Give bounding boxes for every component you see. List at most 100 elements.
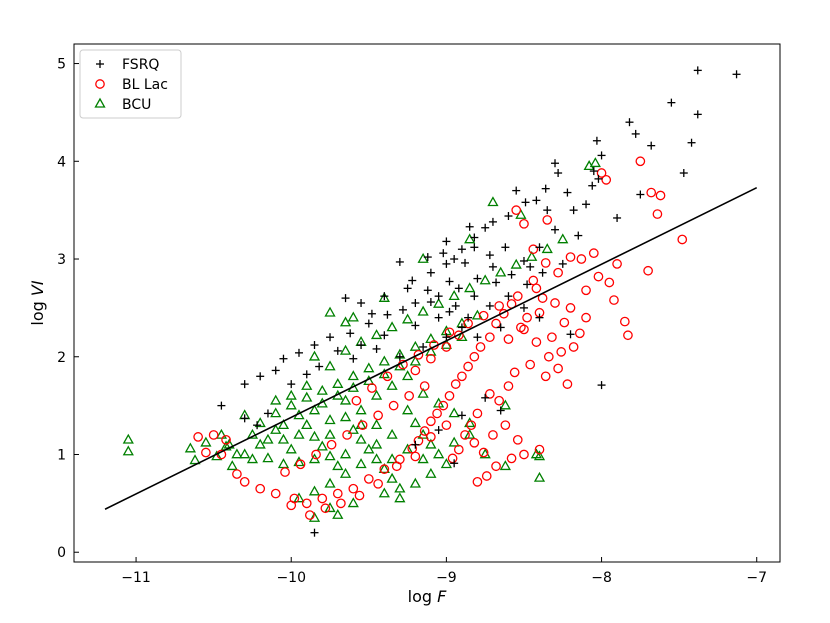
point-bllac bbox=[305, 510, 315, 520]
point-fsrq bbox=[592, 136, 601, 145]
point-fsrq bbox=[597, 151, 606, 160]
point-bllac bbox=[500, 420, 511, 431]
point-bcu bbox=[355, 433, 367, 444]
point-bllac bbox=[478, 310, 489, 321]
point-bllac bbox=[553, 267, 563, 278]
point-bcu bbox=[226, 460, 238, 471]
point-bllac bbox=[367, 383, 377, 393]
point-bcu bbox=[301, 379, 313, 390]
point-bcu bbox=[285, 443, 297, 454]
point-bllac bbox=[441, 420, 452, 431]
point-bllac bbox=[506, 453, 517, 464]
point-bllac bbox=[404, 390, 415, 401]
point-bcu bbox=[386, 321, 398, 332]
point-fsrq bbox=[240, 414, 249, 423]
point-fsrq bbox=[535, 243, 544, 252]
point-fsrq bbox=[411, 299, 420, 307]
point-bllac bbox=[391, 461, 402, 472]
legend-bllac-marker bbox=[95, 79, 105, 89]
point-bcu bbox=[533, 471, 546, 482]
point-fsrq bbox=[450, 459, 459, 468]
point-bllac bbox=[596, 168, 607, 178]
point-bcu bbox=[339, 467, 352, 478]
point-bcu bbox=[215, 428, 228, 439]
point-fsrq bbox=[380, 331, 389, 340]
point-bllac bbox=[528, 244, 539, 255]
point-bcu bbox=[324, 477, 336, 488]
point-bllac bbox=[270, 488, 281, 499]
point-bllac bbox=[289, 493, 300, 504]
point-fsrq bbox=[693, 66, 702, 75]
point-bllac bbox=[332, 488, 343, 499]
point-bcu bbox=[386, 428, 398, 439]
point-bcu bbox=[425, 467, 437, 478]
point-bcu bbox=[378, 355, 390, 366]
point-bllac bbox=[469, 437, 480, 448]
point-bcu bbox=[557, 233, 569, 244]
point-bcu bbox=[499, 399, 511, 410]
point-fsrq bbox=[434, 426, 443, 435]
point-fsrq bbox=[395, 352, 404, 361]
y-axis-label: log VI bbox=[28, 280, 47, 325]
point-bcu bbox=[425, 438, 437, 449]
point-fsrq bbox=[625, 118, 634, 127]
point-fsrq bbox=[403, 284, 412, 293]
point-bcu bbox=[456, 331, 468, 342]
point-fsrq bbox=[473, 333, 482, 342]
y-tick-label: 2 bbox=[57, 350, 66, 366]
point-fsrq bbox=[442, 237, 451, 246]
point-bllac bbox=[463, 361, 473, 372]
point-fsrq bbox=[445, 277, 454, 286]
point-fsrq bbox=[589, 167, 598, 176]
point-bcu bbox=[440, 338, 453, 349]
plot-background bbox=[74, 44, 780, 562]
point-bcu bbox=[378, 368, 390, 379]
point-bllac bbox=[255, 483, 266, 494]
point-fsrq bbox=[588, 181, 597, 190]
point-bllac bbox=[494, 301, 505, 311]
point-bllac bbox=[441, 342, 452, 352]
point-fsrq bbox=[419, 342, 428, 351]
legend-bcu-label: BCU bbox=[122, 97, 151, 113]
point-fsrq bbox=[501, 243, 510, 252]
point-bcu bbox=[301, 419, 313, 430]
point-bcu bbox=[254, 438, 266, 449]
point-bcu bbox=[409, 340, 421, 351]
point-bllac bbox=[426, 353, 436, 364]
point-fsrq bbox=[464, 313, 473, 322]
point-bcu bbox=[526, 250, 538, 261]
point-bcu bbox=[339, 344, 352, 355]
point-bllac bbox=[326, 439, 337, 450]
point-fsrq bbox=[526, 262, 535, 271]
point-bcu bbox=[285, 389, 297, 400]
point-bllac bbox=[581, 312, 591, 323]
point-fsrq bbox=[395, 257, 404, 266]
point-fsrq bbox=[594, 174, 603, 183]
ticks-layer: −11 −10 −9 −8 −7 0 1 2 3 4 5 bbox=[57, 57, 767, 586]
point-bcu bbox=[277, 419, 290, 430]
point-fsrq bbox=[582, 200, 591, 209]
point-fsrq bbox=[411, 440, 420, 449]
point-bllac bbox=[419, 426, 430, 436]
point-fsrq bbox=[451, 301, 460, 310]
point-bllac bbox=[574, 328, 585, 339]
point-bcu bbox=[355, 404, 367, 415]
point-bllac bbox=[348, 483, 359, 494]
point-bllac bbox=[388, 400, 399, 411]
point-bllac bbox=[588, 248, 599, 259]
point-bcu bbox=[386, 472, 398, 483]
point-bcu bbox=[239, 448, 251, 459]
point-bllac bbox=[623, 330, 633, 341]
point-fsrq bbox=[364, 319, 373, 328]
point-fsrq bbox=[647, 141, 656, 150]
point-bcu bbox=[448, 290, 460, 301]
point-bcu bbox=[324, 414, 336, 425]
point-fsrq bbox=[263, 409, 272, 418]
point-bcu bbox=[308, 430, 321, 441]
point-bcu bbox=[417, 305, 429, 316]
point-bllac bbox=[581, 285, 591, 296]
point-bcu bbox=[285, 399, 297, 410]
point-fsrq bbox=[434, 292, 443, 301]
point-fsrq bbox=[569, 206, 578, 215]
point-bllac bbox=[379, 464, 390, 475]
